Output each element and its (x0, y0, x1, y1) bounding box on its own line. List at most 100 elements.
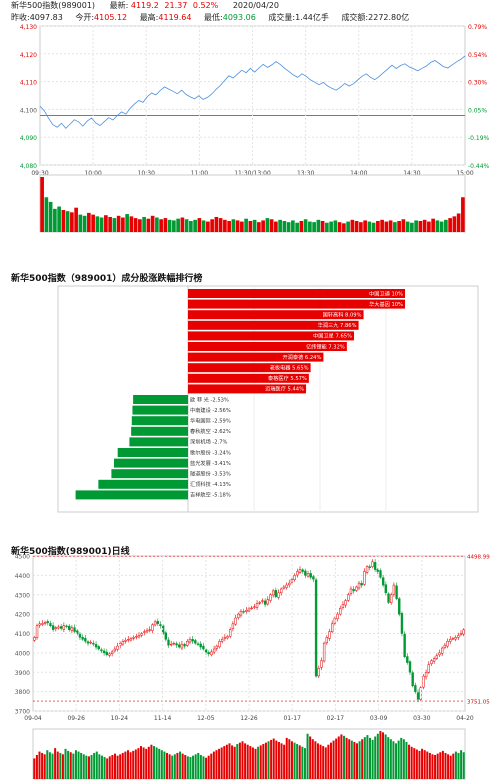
daily-candle-body (352, 589, 355, 592)
daily-candle-body (186, 641, 189, 646)
ranking-bar (132, 405, 188, 415)
intraday-volume-bar (163, 218, 168, 232)
ranking-bar (188, 299, 405, 309)
header-row-1: 新华500指数(989001) 最新: 4119.2 21.37 0.52% 2… (11, 0, 279, 11)
daily-candle-body (54, 627, 57, 629)
daily-x-tick-label: 01-17 (283, 715, 301, 722)
daily-volume-bar (366, 735, 369, 779)
intraday-volume-bar (448, 218, 452, 232)
intraday-volume-bar (359, 222, 363, 232)
daily-volume-bar (280, 743, 283, 779)
ranking-bar-label: 汇顶科技 -4.13% (190, 480, 231, 488)
daily-volume-bar (119, 754, 122, 779)
daily-candle-body (255, 603, 259, 608)
ranking-bar (75, 490, 188, 500)
daily-candle-body (408, 661, 412, 673)
daily-volume-bar (376, 733, 379, 779)
daily-volume-bar (335, 738, 338, 779)
intraday-x-tick-label: 09:30 (31, 170, 48, 177)
intraday-volume-bar (70, 212, 74, 232)
latest-label: 最新: (109, 1, 129, 10)
ranking-bar-label: 中国卫通 10% (369, 289, 403, 297)
daily-candle-body (317, 668, 320, 677)
intraday-x-tick-label: 15:00 (456, 170, 473, 177)
intraday-volume-bar (74, 207, 78, 232)
daily-volume-bar (241, 741, 244, 779)
daily-volume-bar (447, 754, 450, 779)
daily-volume-bar (257, 746, 260, 779)
daily-volume-bar (212, 751, 215, 779)
intraday-volume-bar (197, 218, 202, 232)
daily-candle-body (446, 641, 449, 647)
daily-candle-body (285, 584, 288, 588)
daily-volume-bar (116, 755, 119, 779)
daily-volume-bar (358, 741, 361, 779)
high-label: 最高: (139, 13, 159, 22)
daily-volume-bar (43, 754, 46, 779)
daily-volume-bar (382, 732, 385, 779)
daily-volume-bar (415, 749, 418, 779)
volume-label: 成交量: (268, 13, 296, 22)
intraday-volume-bar (325, 222, 329, 232)
intraday-volume-bar (129, 216, 134, 232)
daily-volume-bar (56, 751, 59, 779)
ranking-bar-label: 迈瑞医疗 5.44% (265, 385, 304, 393)
daily-candle-body (347, 594, 350, 601)
intraday-volume-bar (278, 219, 282, 232)
intraday-volume-bar (146, 218, 151, 232)
daily-volume-bar (61, 754, 64, 779)
daily-volume-bar (369, 737, 372, 779)
daily-candle-body (116, 645, 119, 650)
daily-candle-body (172, 642, 176, 645)
daily-volume-bar (236, 744, 239, 779)
intraday-volume-bar (295, 222, 299, 232)
daily-volume-bar (410, 746, 413, 779)
volume-value: 1.44亿手 (295, 13, 329, 22)
daily-y-tick-label: 4300 (15, 592, 30, 599)
daily-volume-bar (298, 745, 301, 779)
daily-candle-body (376, 569, 379, 572)
daily-candle-body (229, 629, 232, 637)
daily-candle-body (143, 631, 146, 633)
daily-y-tick-label: 3700 (15, 709, 30, 716)
daily-x-tick-label: 03-30 (413, 715, 431, 722)
intraday-volume-bar (384, 221, 389, 232)
daily-candle-body (92, 642, 95, 645)
intraday-volume-bar (354, 221, 359, 232)
daily-x-tick-label: 09-26 (67, 715, 85, 722)
daily-volume-bar (202, 756, 205, 779)
daily-volume-bar (80, 752, 83, 779)
daily-candle-body (392, 584, 396, 595)
daily-candle-body (390, 594, 393, 603)
intraday-y-tick-label: 4,080 (20, 163, 37, 170)
prev-close-value: 4097.83 (29, 13, 63, 22)
daily-volume-bar (147, 746, 150, 779)
intraday-volume-bar (125, 214, 129, 232)
daily-volume-bar (194, 754, 197, 779)
ranking-bar-label: 华电国际 -2.59% (190, 417, 231, 425)
intraday-volume-bar (444, 219, 448, 232)
daily-candle-body (371, 561, 374, 568)
daily-volume-bar (74, 750, 77, 779)
ranking-bar-label: 歌尔股份 -3.24% (190, 448, 231, 456)
daily-candle-body (57, 626, 60, 629)
daily-volume-bar (181, 753, 184, 779)
open-value: 4105.12 (94, 13, 128, 22)
intraday-volume-bar (427, 221, 431, 232)
intraday-volume-bar (116, 215, 121, 232)
quote-date: 2020/04/20 (232, 1, 279, 10)
daily-volume-bar (296, 744, 299, 779)
daily-candle-body (180, 643, 184, 649)
intraday-volume-bar (337, 222, 342, 232)
daily-volume-bar (215, 750, 218, 779)
daily-volume-bar (402, 739, 405, 779)
intraday-volume-bar (180, 217, 185, 232)
intraday-volume-bar (223, 219, 227, 232)
intraday-volume-bar (53, 208, 57, 232)
daily-candle-body (137, 635, 141, 638)
daily-volume-bar (337, 736, 340, 779)
daily-volume-bar (400, 737, 403, 779)
daily-volume-bar (67, 750, 70, 779)
daily-candle-body (81, 636, 84, 640)
intraday-volume-bar (286, 222, 291, 232)
